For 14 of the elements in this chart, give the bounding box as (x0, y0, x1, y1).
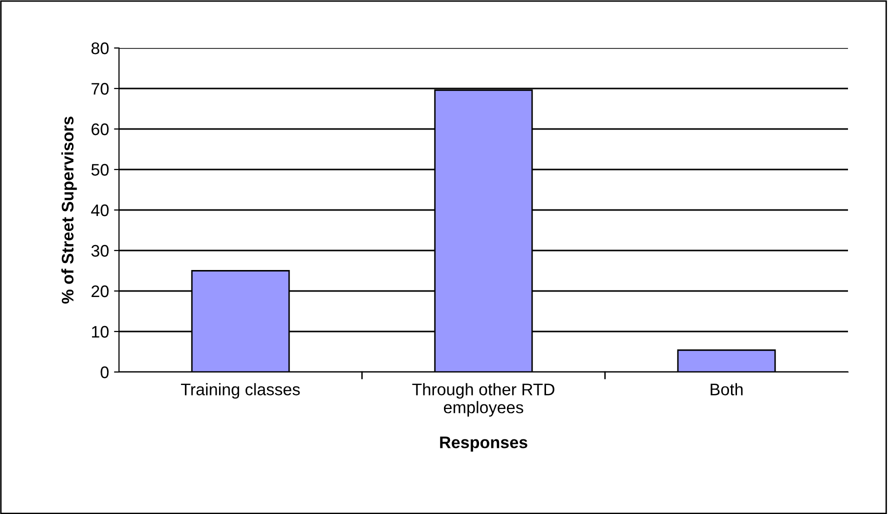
x-tick-label: Both (710, 383, 743, 396)
y-tick-label: 30 (91, 244, 109, 257)
y-tick-label: 10 (92, 326, 109, 338)
y-tick-label: 20 (92, 285, 109, 298)
y-tick-label: 70 (92, 82, 109, 95)
y-axis-title: % of Street Supervisors (61, 116, 77, 304)
x-tick-label: Through other RTD employees (412, 383, 554, 417)
y-tick-label: 80 (91, 42, 109, 54)
y-tick-label: 0 (100, 366, 109, 378)
y-tick-label: 40 (91, 204, 109, 216)
x-axis-title: Responses (440, 436, 528, 452)
y-tick-label: 60 (92, 123, 109, 136)
y-tick-label: 50 (91, 164, 109, 176)
x-tick-label: Training classes (180, 383, 300, 399)
